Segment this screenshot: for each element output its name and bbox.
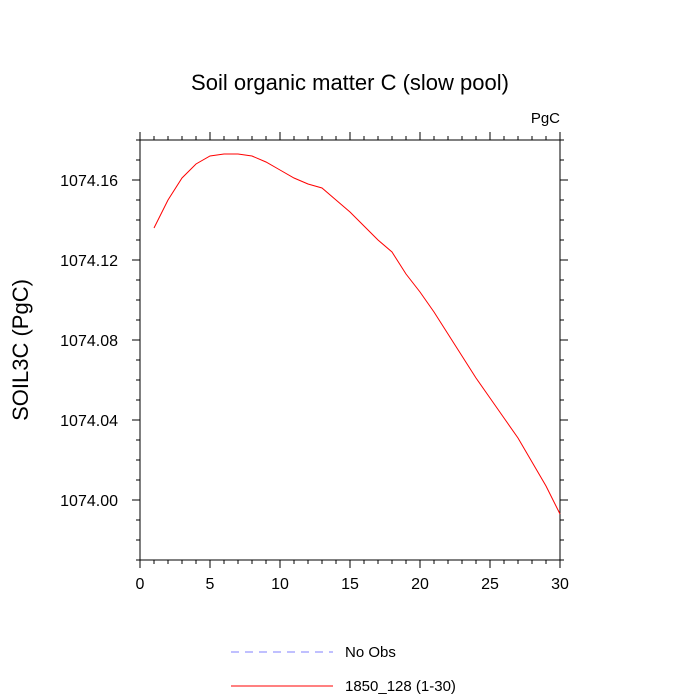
y-tick-label: 1074.04 bbox=[60, 413, 118, 430]
x-tick-label: 15 bbox=[341, 576, 359, 593]
legend-label-0: No Obs bbox=[345, 644, 396, 661]
y-axis-label: SOIL3C (PgC) bbox=[8, 279, 33, 421]
legend-label-1: 1850_128 (1-30) bbox=[345, 678, 456, 695]
series-layer bbox=[153, 153, 561, 515]
unit-label: PgC bbox=[531, 110, 560, 127]
legend: No Obs 1850_128 (1-30) bbox=[231, 644, 456, 695]
series-line-1 bbox=[153, 153, 561, 515]
plot-area: 0 5 10 15 20 25 30 1074.00 1074.04 1074.08 1074.12… bbox=[60, 132, 569, 593]
plot-frame bbox=[139, 139, 561, 561]
x-tick-label: 5 bbox=[206, 576, 215, 593]
x-tick-label: 10 bbox=[271, 576, 289, 593]
y-tick-label: 1074.00 bbox=[60, 493, 118, 510]
axis-ticks bbox=[132, 132, 568, 568]
axis-tick-labels: 0 5 10 15 20 25 30 1074.00 1074.04 1074.08 1074.12… bbox=[60, 173, 569, 593]
y-tick-label: 1074.12 bbox=[60, 253, 118, 270]
chart-title: Soil organic matter C (slow pool) bbox=[191, 70, 509, 95]
y-tick-label: 1074.16 bbox=[60, 173, 118, 190]
x-tick-label: 30 bbox=[551, 576, 569, 593]
y-tick-label: 1074.08 bbox=[60, 333, 118, 350]
x-tick-label: 0 bbox=[136, 576, 145, 593]
x-tick-label: 25 bbox=[481, 576, 499, 593]
x-tick-label: 20 bbox=[411, 576, 429, 593]
